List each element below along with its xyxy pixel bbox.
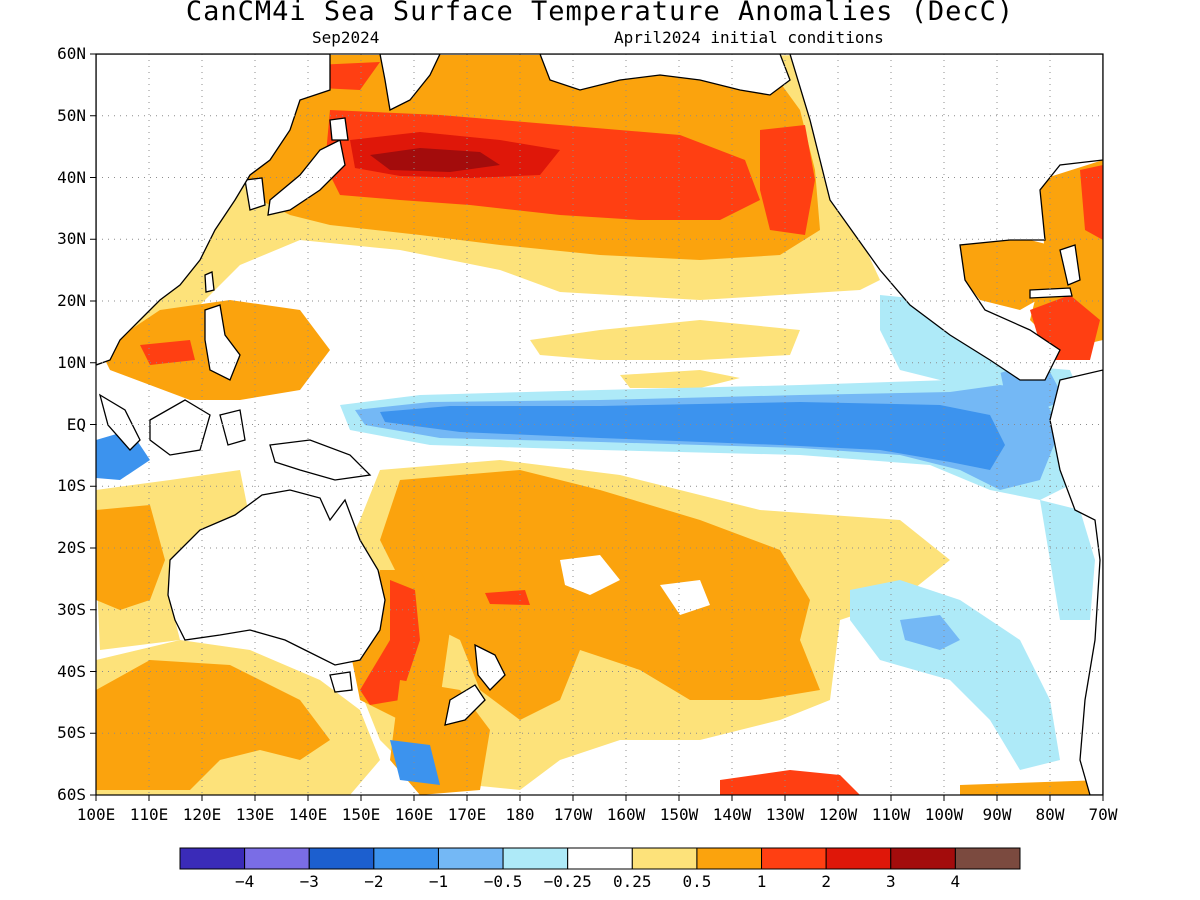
colorbar-label: −4 bbox=[210, 872, 280, 891]
colorbar-swatch bbox=[438, 848, 503, 869]
colorbar-swatch bbox=[503, 848, 568, 869]
colorbar-label: 2 bbox=[791, 872, 861, 891]
colorbar-swatch bbox=[374, 848, 439, 869]
colorbar-swatch bbox=[697, 848, 762, 869]
colorbar-label: −0.5 bbox=[468, 872, 538, 891]
colorbar-label: 4 bbox=[920, 872, 990, 891]
colorbar-swatch bbox=[826, 848, 891, 869]
colorbar-label: −3 bbox=[274, 872, 344, 891]
colorbar-swatch bbox=[955, 848, 1020, 869]
colorbar-swatch bbox=[568, 848, 633, 869]
colorbar-swatch bbox=[309, 848, 374, 869]
colorbar-label: 0.25 bbox=[597, 872, 667, 891]
colorbar-swatch bbox=[245, 848, 310, 869]
colorbar-label: 0.5 bbox=[662, 872, 732, 891]
colorbar-swatch bbox=[762, 848, 827, 869]
colorbar-swatch bbox=[891, 848, 956, 869]
colorbar-label: −0.25 bbox=[533, 872, 603, 891]
colorbar-label: −1 bbox=[403, 872, 473, 891]
colorbar-swatch bbox=[632, 848, 697, 869]
colorbar-swatch bbox=[180, 848, 245, 869]
colorbar-label: 3 bbox=[856, 872, 926, 891]
colorbar-label: −2 bbox=[339, 872, 409, 891]
colorbar-label: 1 bbox=[727, 872, 797, 891]
